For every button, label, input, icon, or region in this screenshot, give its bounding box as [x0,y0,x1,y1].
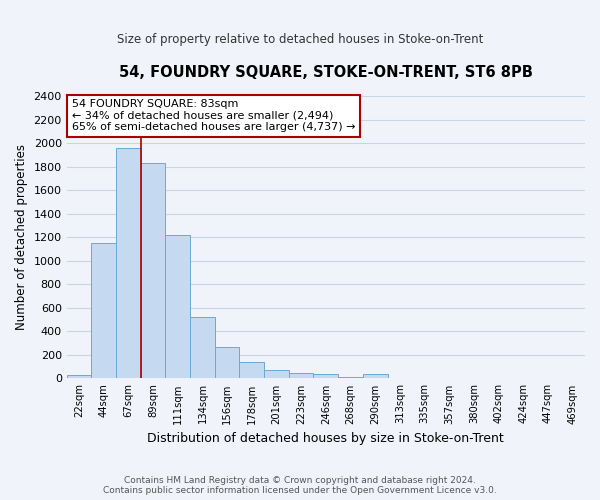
Text: Size of property relative to detached houses in Stoke-on-Trent: Size of property relative to detached ho… [117,32,483,46]
Bar [116,148,141,378]
Text: 54 FOUNDRY SQUARE: 83sqm
← 34% of detached houses are smaller (2,494)
65% of sem: 54 FOUNDRY SQUARE: 83sqm ← 34% of detach… [72,100,355,132]
X-axis label: Distribution of detached houses by size in Stoke-on-Trent: Distribution of detached houses by size … [148,432,504,445]
Y-axis label: Number of detached properties: Number of detached properties [15,144,28,330]
Bar [363,374,388,378]
Bar [264,370,289,378]
Bar [190,318,215,378]
Bar [166,235,190,378]
Title: 54, FOUNDRY SQUARE, STOKE-ON-TRENT, ST6 8PB: 54, FOUNDRY SQUARE, STOKE-ON-TRENT, ST6 … [119,65,533,80]
Bar [313,374,338,378]
Bar [239,362,264,378]
Bar [91,244,116,378]
Bar [67,375,91,378]
Text: Contains HM Land Registry data © Crown copyright and database right 2024.
Contai: Contains HM Land Registry data © Crown c… [103,476,497,495]
Bar [215,348,239,378]
Bar [289,372,313,378]
Bar [141,164,166,378]
